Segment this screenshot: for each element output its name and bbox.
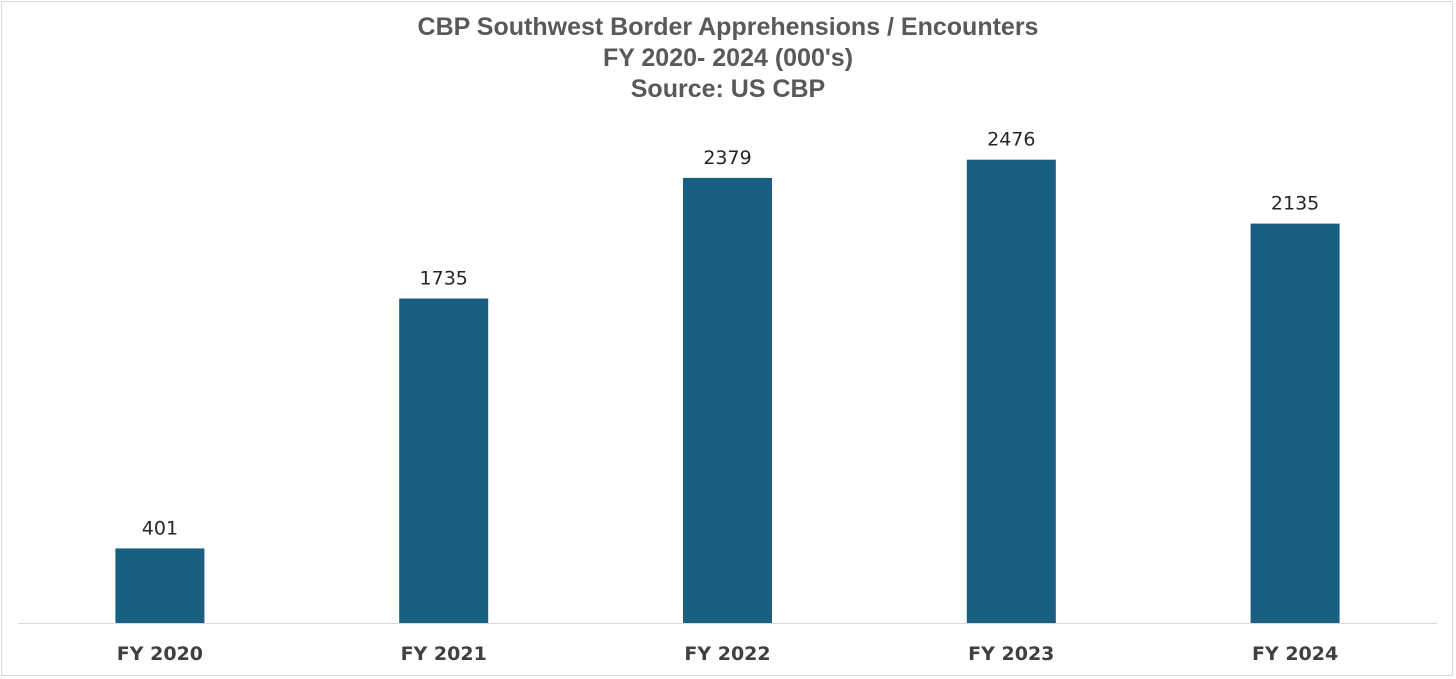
- x-tick-label-fy-2023: FY 2023: [968, 643, 1054, 665]
- data-label-fy-2021: 1735: [420, 268, 468, 290]
- bar-fy-2023: [966, 159, 1056, 624]
- data-label-fy-2020: 401: [142, 517, 178, 539]
- x-tick-label-fy-2022: FY 2022: [684, 643, 770, 665]
- data-label-fy-2023: 2476: [987, 129, 1035, 151]
- x-tick-label-fy-2020: FY 2020: [117, 643, 203, 665]
- chart-title-line-2: FY 2020- 2024 (000's): [602, 44, 854, 72]
- bar-fy-2024: [1250, 223, 1340, 624]
- x-tick-label-fy-2021: FY 2021: [401, 643, 487, 665]
- bars-layer: [115, 159, 1340, 624]
- chart-title: CBP Southwest Border Apprehensions / Enc…: [0, 12, 1456, 105]
- chart-title-line-3: Source: US CBP: [630, 75, 826, 103]
- data-label-fy-2024: 2135: [1271, 193, 1319, 215]
- chart-title-line-1: CBP Southwest Border Apprehensions / Enc…: [417, 13, 1039, 41]
- x-tick-labels-layer: FY 2020 FY 2021 FY 2022 FY 2023 FY 2024: [117, 643, 1338, 665]
- bar-fy-2021: [399, 298, 489, 624]
- data-labels-layer: 401 1735 2379 2476 2135: [142, 129, 1320, 540]
- data-label-fy-2022: 2379: [703, 147, 751, 169]
- bar-fy-2020: [115, 548, 205, 624]
- x-tick-label-fy-2024: FY 2024: [1252, 643, 1338, 665]
- bar-fy-2022: [683, 177, 772, 624]
